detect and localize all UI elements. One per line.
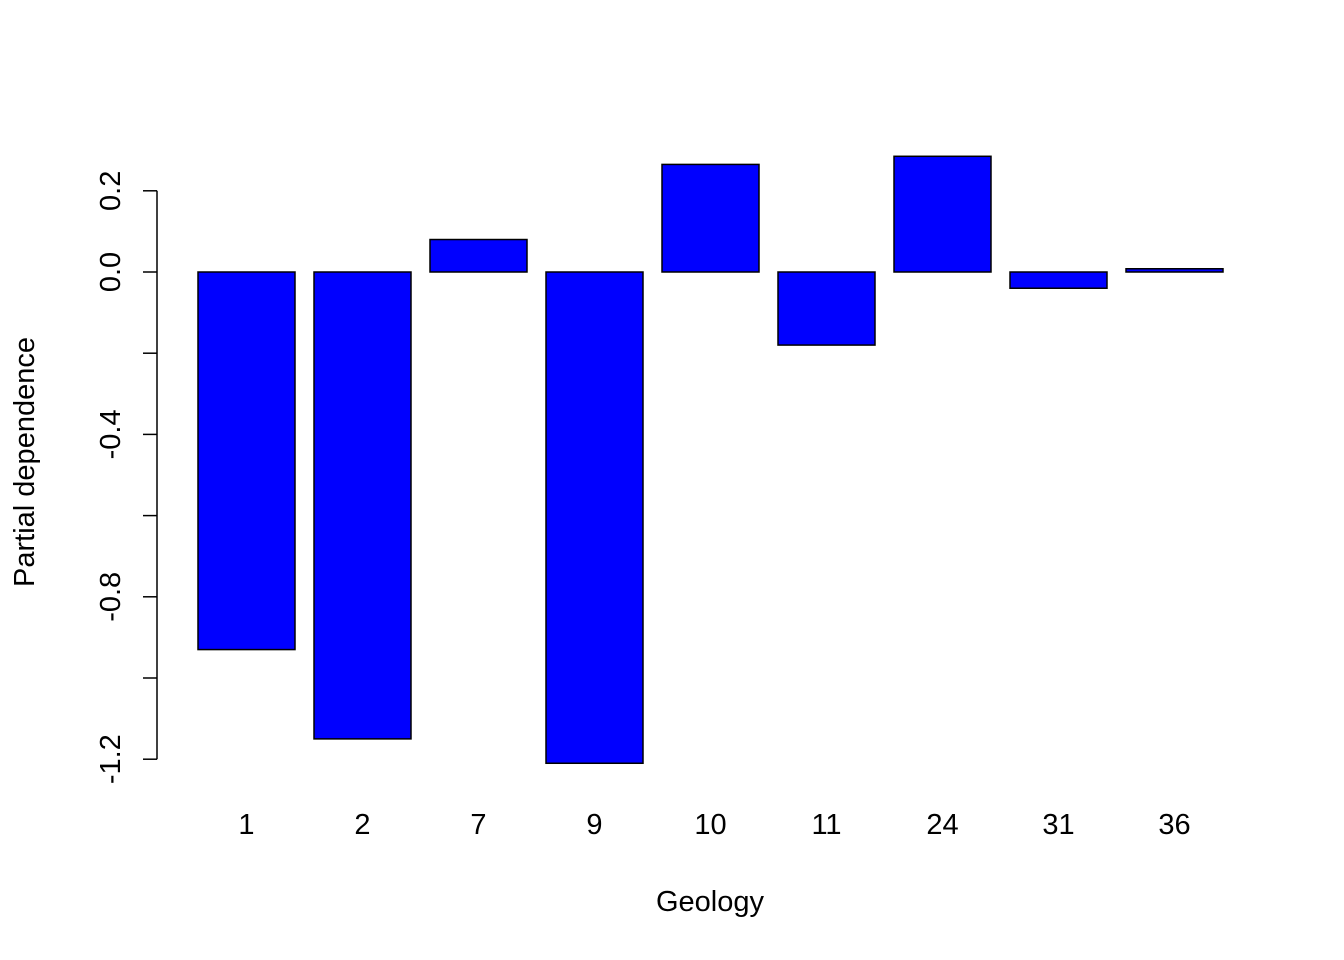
y-tick-label: 0.0 [95, 252, 127, 292]
x-category-label: 31 [1042, 809, 1074, 841]
bar-31 [1009, 271, 1108, 289]
bar-7 [429, 238, 528, 273]
bar-9 [545, 271, 644, 765]
y-tick-label: -0.4 [95, 409, 127, 459]
bar-11 [777, 271, 876, 346]
x-category-labels: 1 2 7 9 10 11 24 31 36 [238, 809, 1190, 841]
y-tick-label: -0.8 [95, 572, 127, 622]
y-axis-title: Partial dependence [9, 337, 41, 587]
x-category-label: 9 [586, 809, 602, 841]
y-axis: 0.2 0.0 -0.4 -0.8 -1.2 [95, 171, 158, 784]
bar-2 [313, 271, 412, 740]
x-category-label: 7 [470, 809, 486, 841]
y-tick-label: -1.2 [95, 734, 127, 784]
x-category-label: 2 [354, 809, 370, 841]
y-tick-label: 0.2 [95, 171, 127, 211]
bar-1 [197, 271, 296, 651]
x-category-label: 36 [1158, 809, 1190, 841]
bars [197, 155, 1224, 765]
bar-24 [893, 155, 992, 273]
bar-36 [1125, 268, 1224, 273]
x-axis-title: Geology [656, 886, 765, 918]
x-category-label: 24 [926, 809, 958, 841]
bar-10 [661, 163, 760, 273]
x-category-label: 1 [238, 809, 254, 841]
y-ticks: 0.2 0.0 -0.4 -0.8 -1.2 [95, 171, 157, 784]
x-category-label: 10 [694, 809, 726, 841]
x-category-label: 11 [811, 809, 841, 841]
